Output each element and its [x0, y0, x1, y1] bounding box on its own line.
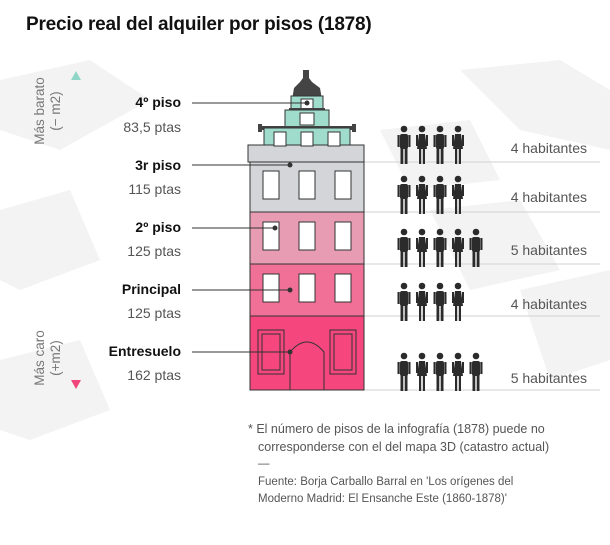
- person-icon: [452, 175, 464, 214]
- floor-label-entresuelo: Entresuelo: [108, 343, 181, 359]
- person-icon: [397, 282, 411, 321]
- person-icon: [397, 228, 411, 267]
- person-icon: [452, 282, 464, 321]
- person-icon: [433, 125, 447, 164]
- person-icon: [452, 352, 464, 391]
- person-icon: [469, 228, 483, 267]
- person-icon: [452, 125, 464, 164]
- floor-price-4: 83,5 ptas: [123, 119, 181, 135]
- person-icon: [416, 352, 428, 391]
- floor-price-2: 125 ptas: [127, 243, 181, 259]
- residents-principal: 4 habitantes: [510, 296, 587, 312]
- residents-3: 4 habitantes: [510, 189, 587, 205]
- person-icon: [416, 282, 428, 321]
- building-tower: [284, 70, 330, 129]
- person-icon: [452, 228, 464, 267]
- footnote-dash: —: [258, 458, 270, 470]
- person-icon: [469, 352, 483, 391]
- floor-label-3: 3r piso: [135, 157, 181, 173]
- footnote-line-1: * El número de pisos de la infografía (1…: [248, 422, 545, 436]
- person-icon: [433, 175, 447, 214]
- residents-entresuelo: 5 habitantes: [510, 370, 587, 386]
- floor-price-3: 115 ptas: [128, 181, 181, 197]
- person-icon: [416, 125, 428, 164]
- person-icon: [433, 282, 447, 321]
- person-icon: [397, 175, 411, 214]
- third-floor: [249, 161, 365, 213]
- source-line-1: Fuente: Borja Carballo Barral en 'Los or…: [258, 476, 514, 488]
- residents-2: 5 habitantes: [510, 242, 587, 258]
- person-icon: [416, 228, 428, 267]
- person-icon: [416, 175, 428, 214]
- person-icon: [433, 352, 447, 391]
- floor-price-principal: 125 ptas: [127, 305, 181, 321]
- second-floor: [249, 211, 365, 265]
- person-icon: [397, 125, 411, 164]
- source-line-2: Moderno Madrid: El Ensanche Este (1860-1…: [258, 493, 507, 505]
- person-icon: [433, 228, 447, 267]
- floor-label-2: 2º piso: [135, 219, 181, 235]
- price-axis-arrow: [71, 71, 81, 389]
- floor-label-4: 4º piso: [135, 94, 181, 110]
- floor-label-principal: Principal: [121, 281, 181, 297]
- entresuelo-floor: [249, 315, 365, 391]
- residents-4: 4 habitantes: [510, 140, 587, 156]
- page-title: Precio real del alquiler por pisos (1878…: [26, 14, 372, 35]
- attic-floor: [247, 124, 365, 163]
- floor-price-entresuelo: 162 ptas: [127, 367, 181, 383]
- person-icon: [397, 352, 411, 391]
- footnote-line-2: corresponderse con el del mapa 3D (catas…: [258, 440, 550, 454]
